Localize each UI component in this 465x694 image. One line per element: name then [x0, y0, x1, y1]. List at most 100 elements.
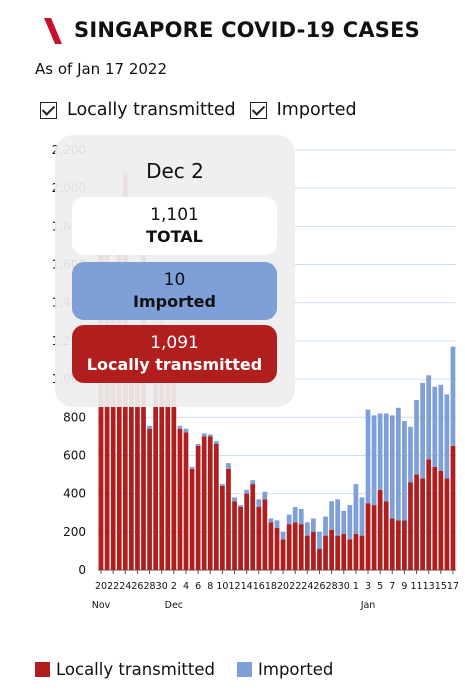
- bar-imported: [450, 346, 456, 446]
- bar-imported: [213, 441, 219, 444]
- bar-local: [432, 466, 438, 570]
- bar-imported: [311, 518, 316, 532]
- bar-imported: [341, 510, 347, 534]
- y-tick-label: 600: [63, 448, 86, 462]
- bar-imported: [353, 484, 359, 534]
- tooltip-total-label: TOTAL: [146, 227, 203, 246]
- page-title: SINGAPORE COVID-19 CASES: [74, 18, 420, 42]
- bar-local: [335, 535, 341, 570]
- as-of-date: As of Jan 17 2022: [35, 60, 167, 78]
- tooltip-date: Dec 2: [146, 159, 204, 183]
- bar-local: [256, 507, 262, 570]
- bar-imported: [262, 491, 268, 500]
- x-tick-label: 1: [353, 581, 359, 592]
- bar-imported: [414, 400, 419, 475]
- bar-local: [220, 486, 225, 570]
- bar-imported: [232, 497, 237, 502]
- chart-tooltip: Dec 2 1,101 TOTAL 10 Imported 1,091 Loca…: [55, 135, 295, 407]
- bar-imported: [426, 375, 432, 460]
- y-tick-label: 200: [63, 525, 86, 539]
- bar-local: [159, 323, 165, 570]
- tooltip-local: 1,091 Locally transmitted: [72, 325, 277, 383]
- x-month-label: Jan: [360, 600, 376, 611]
- tooltip-local-value: 1,091: [150, 333, 199, 353]
- bar-imported: [177, 425, 183, 429]
- bar-imported: [383, 413, 389, 502]
- bar-local: [183, 432, 189, 570]
- x-tick-label: 11: [411, 581, 423, 592]
- x-tick-label: 12: [228, 581, 240, 592]
- bar-local: [438, 470, 444, 570]
- bar-imported: [280, 531, 286, 540]
- bar-imported: [444, 394, 450, 479]
- legend-local-label: Locally transmitted: [56, 660, 215, 679]
- x-tick-label: 15: [435, 581, 447, 592]
- bar-local: [135, 339, 140, 570]
- bar-local: [298, 524, 304, 570]
- bar-local: [153, 325, 159, 570]
- bar-local: [207, 436, 213, 570]
- chart-legend: Locally transmitted Imported: [35, 660, 355, 679]
- bar-imported: [371, 415, 377, 506]
- tooltip-imported-value: 10: [163, 270, 186, 290]
- bar-imported: [335, 499, 341, 536]
- bar-imported: [359, 497, 365, 536]
- bar-local: [420, 478, 425, 570]
- bar-local: [402, 520, 407, 570]
- bar-imported: [195, 444, 201, 446]
- bar-local: [292, 522, 298, 570]
- bar-local: [129, 327, 134, 570]
- filter-imported[interactable]: Imported: [249, 100, 357, 120]
- tooltip-total-value: 1,101: [150, 205, 199, 225]
- imported-checkbox[interactable]: [249, 101, 267, 119]
- bar-imported: [220, 484, 225, 486]
- bar-local: [232, 501, 237, 570]
- bar-local: [213, 444, 219, 570]
- bar-local: [189, 468, 195, 570]
- bar-imported: [402, 421, 407, 521]
- bar-local: [165, 335, 171, 570]
- tooltip-imported: 10 Imported: [72, 262, 277, 320]
- bar-local: [323, 535, 328, 570]
- x-tick-label: 14: [241, 581, 253, 592]
- bar-imported: [244, 489, 250, 494]
- bar-local: [171, 361, 177, 570]
- filter-local[interactable]: Locally transmitted: [40, 100, 236, 120]
- y-tick-label: 0: [78, 563, 86, 577]
- bar-local: [371, 505, 377, 570]
- local-checkbox[interactable]: [40, 101, 57, 119]
- legend-imported: Imported: [237, 660, 333, 679]
- bar-imported: [389, 415, 395, 519]
- y-tick-label: 400: [63, 487, 86, 501]
- x-tick-label: 13: [423, 581, 435, 592]
- x-tick-label: 5: [377, 581, 383, 592]
- bar-local: [450, 445, 456, 570]
- x-tick-label: 17: [447, 581, 459, 592]
- x-tick-label: 4: [183, 581, 189, 592]
- bar-imported: [226, 463, 231, 469]
- x-tick-label: 10: [216, 581, 228, 592]
- bar-local: [408, 482, 413, 570]
- bar-local: [177, 428, 183, 570]
- x-tick-label: 2: [171, 581, 177, 592]
- x-tick-label: 26: [131, 581, 143, 592]
- bar-local: [147, 428, 152, 570]
- bar-imported: [438, 384, 444, 471]
- bar-imported: [250, 480, 256, 485]
- bar-local: [226, 468, 231, 570]
- bar-imported: [292, 507, 298, 523]
- x-tick-label: 7: [389, 581, 395, 592]
- bar-imported: [377, 413, 383, 490]
- filter-local-label: Locally transmitted: [67, 100, 236, 120]
- bar-local: [268, 522, 274, 570]
- legend-imported-swatch: [237, 662, 252, 677]
- x-tick-label: 22: [289, 581, 301, 592]
- bar-imported: [323, 516, 328, 536]
- bar-imported: [317, 531, 322, 549]
- legend-local-swatch: [35, 662, 50, 677]
- bar-imported: [420, 382, 425, 479]
- x-tick-label: 24: [119, 581, 131, 592]
- x-month-label: Dec: [165, 600, 183, 611]
- x-tick-label: 3: [365, 581, 371, 592]
- bar-imported: [329, 501, 334, 530]
